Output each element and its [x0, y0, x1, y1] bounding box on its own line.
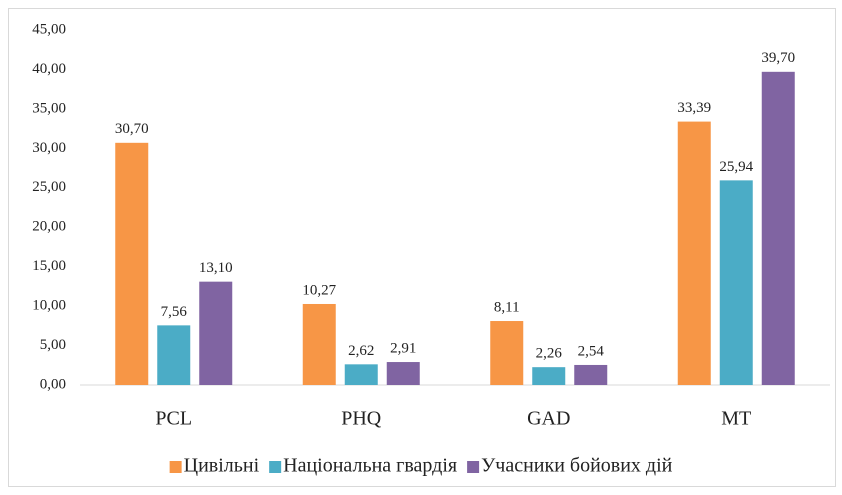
bar: [344, 364, 378, 385]
bar: [719, 180, 753, 385]
value-label: 2,26: [536, 346, 563, 362]
legend-swatch: [269, 461, 282, 473]
y-tick-label: 35,00: [32, 100, 66, 116]
value-label: 25,94: [719, 159, 753, 175]
y-tick-label: 10,00: [32, 298, 66, 314]
value-label: 39,70: [761, 50, 795, 66]
value-label: 8,11: [494, 299, 520, 315]
legend-swatch: [467, 461, 480, 473]
bar: [574, 364, 608, 385]
bar: [677, 121, 711, 385]
value-label: 33,39: [677, 100, 711, 116]
value-label: 2,62: [348, 343, 374, 359]
value-label: 2,54: [578, 343, 605, 359]
bar: [761, 71, 795, 386]
x-tick-label: GAD: [527, 408, 570, 430]
bar: [490, 321, 524, 385]
x-tick-label: PCL: [155, 408, 192, 430]
legend-swatch: [169, 461, 182, 473]
legend-label: Національна гвардія: [283, 455, 457, 477]
legend-label: Цивільні: [184, 455, 260, 477]
y-tick-label: 20,00: [32, 219, 66, 235]
y-tick-label: 5,00: [40, 337, 66, 353]
y-tick-label: 15,00: [32, 258, 66, 274]
x-tick-label: PHQ: [341, 408, 382, 430]
bar: [199, 281, 233, 385]
value-label: 13,10: [199, 260, 233, 276]
y-tick-label: 30,00: [32, 140, 66, 156]
bar: [157, 325, 191, 385]
x-tick-label: MT: [721, 408, 751, 430]
bar: [532, 367, 566, 385]
value-label: 30,70: [115, 121, 149, 137]
y-tick-label: 40,00: [32, 61, 66, 77]
value-label: 10,27: [302, 282, 336, 298]
bar: [115, 142, 149, 385]
bar: [386, 362, 420, 385]
y-tick-label: 0,00: [40, 376, 66, 392]
bar: [302, 303, 336, 385]
legend-label: Учасники бойових дій: [481, 455, 673, 477]
value-label: 7,56: [161, 304, 188, 320]
y-tick-label: 25,00: [32, 179, 66, 195]
value-label: 2,91: [390, 340, 416, 356]
y-tick-label: 45,00: [32, 21, 66, 37]
